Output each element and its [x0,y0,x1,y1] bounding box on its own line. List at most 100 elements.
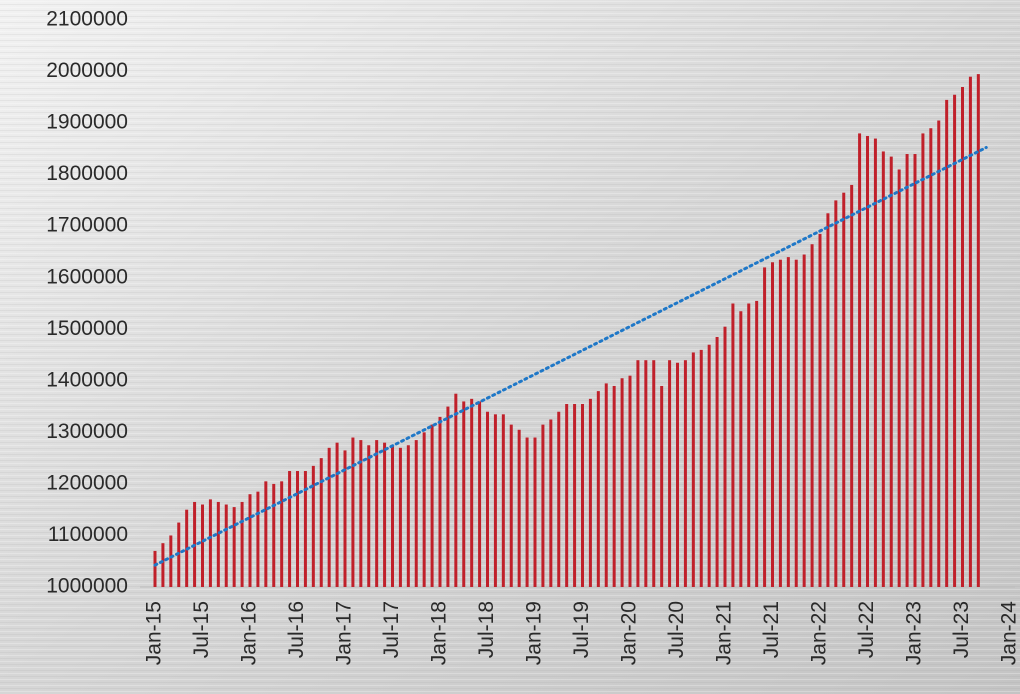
bar [628,375,632,587]
bar [723,326,727,587]
bar [517,429,521,587]
bar [446,406,450,587]
bar [810,244,814,588]
y-tick-label: 1000000 [46,575,128,598]
bar [509,424,513,587]
y-tick-label: 1200000 [46,471,128,494]
bar [216,501,220,587]
bar [937,120,941,587]
bar [676,362,679,587]
bar [739,311,743,587]
x-tick-label: Jul-19 [570,601,593,658]
bar [873,138,877,587]
bar [438,416,442,587]
bar [454,393,458,587]
bar [493,414,497,587]
x-tick-label: Jan-21 [713,601,736,665]
bar [327,447,331,587]
bar [612,385,616,587]
bar [683,360,687,587]
bar [153,550,157,587]
bar [976,74,980,587]
y-tick-label: 1300000 [46,420,128,443]
bar [652,360,656,587]
bar [588,398,592,587]
bar [264,481,268,587]
x-tick-label: Jan-19 [523,601,546,665]
y-tick-label: 1700000 [46,214,128,237]
y-tick-label: 1400000 [46,368,128,391]
bar [786,257,790,587]
bar [581,404,584,587]
y-tick-label: 1900000 [46,111,128,134]
bar [660,385,664,587]
bar [826,213,830,587]
bar [256,491,260,587]
bar [557,411,561,587]
bar [620,378,624,587]
bar [889,156,893,587]
bar [707,344,711,587]
bar [921,133,925,587]
bar [834,200,838,587]
x-tick-label: Jan-18 [428,601,451,665]
bar [240,501,244,587]
bar [533,437,537,587]
x-tick-label: Jul-23 [950,601,973,658]
x-tick-label: Jul-20 [665,601,688,658]
bar [945,99,949,588]
y-tick-label: 1600000 [46,265,128,288]
bar [778,259,782,587]
bar [818,233,822,587]
bar [375,440,379,587]
bar [866,135,869,587]
bar [565,404,569,587]
bar [201,504,204,587]
bar [161,543,165,587]
bar [414,440,418,587]
bar [802,254,806,588]
bar [668,360,672,587]
bar [343,450,347,587]
y-tick-label: 2000000 [46,59,128,82]
bar [335,442,339,587]
bar [747,303,751,587]
trendline [153,146,988,567]
bar [224,504,228,587]
bar [763,267,767,587]
x-tick-label: Jul-16 [285,601,308,658]
bar [383,442,387,587]
x-tick-label: Jan-22 [808,601,831,665]
x-tick-label: Jan-16 [238,601,261,665]
x-tick-label: Jan-24 [998,601,1020,666]
bar [501,414,505,587]
bar [367,445,371,587]
bar [858,133,862,587]
bar [842,192,846,587]
y-tick-label: 1500000 [46,317,128,340]
x-tick-label: Jul-17 [380,601,403,658]
bar [699,349,703,587]
bar [470,398,474,587]
bar [391,445,394,587]
x-tick-label: Jan-23 [903,601,926,665]
bar [897,169,901,587]
bar [636,360,640,587]
bar [929,128,933,587]
bar [272,483,276,587]
x-tick-label: Jan-15 [143,601,166,665]
y-tick-label: 1800000 [46,162,128,185]
bar [953,94,957,587]
bar [541,424,545,587]
bar [794,259,798,587]
x-tick-label: Jan-20 [618,601,641,665]
bar [311,465,315,587]
bar [644,360,648,587]
bar [319,458,323,587]
bar [232,507,236,587]
bar [881,151,885,587]
bar [596,391,600,587]
bar [850,184,854,588]
x-tick-label: Jul-18 [475,601,498,658]
